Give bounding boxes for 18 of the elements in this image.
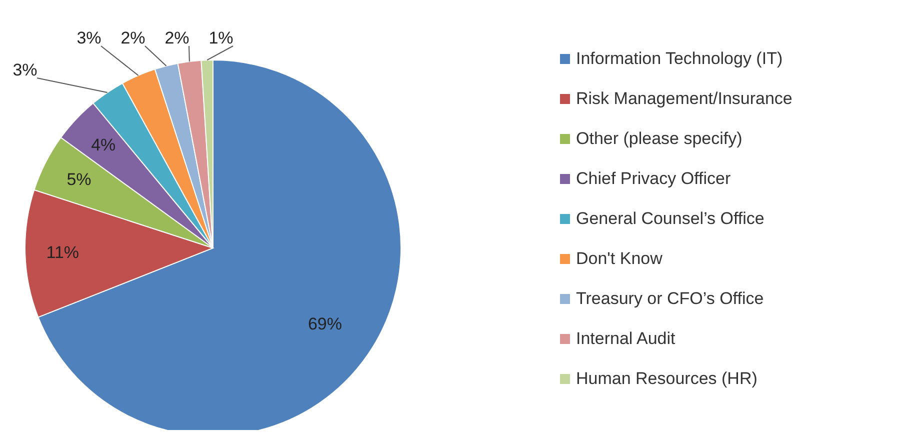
data-label: 1% bbox=[208, 28, 234, 48]
data-label: 5% bbox=[66, 170, 92, 190]
legend-label: Information Technology (IT) bbox=[576, 49, 783, 68]
legend-label: Don't Know bbox=[576, 249, 662, 268]
data-label: 11% bbox=[46, 243, 80, 262]
data-label: 3% bbox=[12, 60, 38, 80]
data-label: 69% bbox=[308, 314, 342, 334]
legend-label: Chief Privacy Officer bbox=[576, 169, 731, 188]
legend-label: Treasury or CFO’s Office bbox=[576, 289, 764, 308]
legend-label: Internal Audit bbox=[576, 329, 676, 348]
data-label: 4% bbox=[91, 136, 116, 155]
data-label: 2% bbox=[120, 28, 146, 48]
legend-label: Human Resources (HR) bbox=[576, 369, 758, 388]
data-label: 2% bbox=[164, 28, 190, 48]
legend-label: Other (please specify) bbox=[576, 129, 742, 148]
legend-label: Risk Management/Insurance bbox=[576, 89, 792, 108]
legend-label: General Counsel’s Office bbox=[576, 209, 764, 228]
data-label: 3% bbox=[76, 28, 102, 48]
